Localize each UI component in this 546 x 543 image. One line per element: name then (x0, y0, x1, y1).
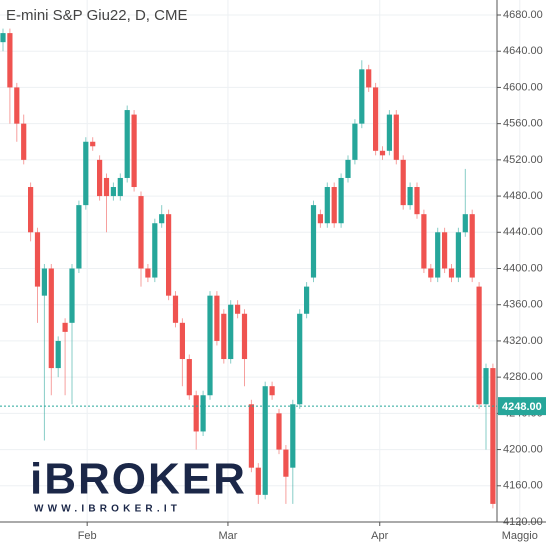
candle-body (117, 177, 123, 197)
candle-body (97, 159, 103, 197)
candle-body (34, 232, 41, 287)
candle-body (338, 177, 344, 224)
candle-body (172, 295, 179, 323)
last-price-box (498, 397, 546, 416)
y-tick-label: 4600.00 (503, 81, 543, 93)
candle-body (179, 322, 185, 360)
candle-body (373, 87, 379, 151)
candle-body (435, 232, 441, 278)
candle-body (124, 110, 130, 178)
candle-body (166, 214, 172, 296)
candle-body (62, 322, 68, 332)
candle-body (14, 87, 20, 124)
y-tick-label: 4360.00 (503, 299, 543, 311)
y-tick-label: 4520.00 (503, 154, 543, 166)
candle-body (138, 196, 144, 269)
candle-body (103, 177, 110, 197)
candle-body (345, 159, 351, 178)
chart-title: E-mini S&P Giu22, D, CME (6, 7, 187, 24)
candle-body (110, 187, 116, 197)
candle-body (241, 313, 248, 360)
candle-body (221, 313, 227, 360)
candle-body (297, 313, 303, 405)
candle-body (248, 404, 254, 468)
candle-body (448, 268, 455, 278)
candle-body (310, 205, 317, 278)
candle-body (290, 404, 296, 468)
candle-body (255, 467, 261, 495)
y-tick-label: 4280.00 (503, 371, 543, 383)
candle-body (324, 187, 330, 224)
candle-body (386, 114, 392, 151)
candle-body (428, 268, 434, 278)
candle-body (214, 295, 220, 341)
y-tick-label: 4160.00 (503, 480, 543, 492)
candle-body (207, 295, 213, 396)
x-tick-label: Apr (371, 530, 388, 542)
candle-body (276, 413, 282, 450)
y-tick-label: 4320.00 (503, 335, 543, 347)
candle-body (7, 33, 13, 88)
candle-body (186, 359, 192, 396)
candle-body (90, 141, 96, 147)
logo-name: iBROKER (30, 455, 247, 504)
candle-body (359, 69, 365, 124)
candle-body (131, 114, 137, 188)
candle-body (442, 232, 448, 269)
y-tick-label: 4480.00 (503, 190, 543, 202)
y-tick-label: 4400.00 (503, 262, 543, 274)
candle-body (393, 114, 399, 160)
candle-body (41, 268, 47, 296)
candle-body (55, 340, 61, 369)
y-tick-label: 4200.00 (503, 443, 543, 455)
candle-body (400, 159, 406, 206)
candle-body (145, 268, 151, 278)
candle-body (48, 268, 54, 369)
candle-body (21, 123, 27, 160)
candle-body (366, 69, 372, 88)
candle-body (159, 214, 165, 224)
y-tick-label: 4120.00 (503, 516, 543, 528)
candle-body (414, 187, 420, 215)
candle-body (28, 187, 34, 233)
candle-body (352, 123, 358, 160)
candle-body (76, 205, 82, 269)
x-tick-label: Maggio (502, 530, 538, 542)
y-tick-label: 4680.00 (503, 9, 543, 21)
candle-body (304, 286, 310, 314)
candle-body (407, 187, 413, 206)
candle-body (69, 268, 75, 323)
candle-body (83, 141, 89, 206)
candle-body (262, 386, 268, 495)
candle-body (483, 368, 489, 405)
candle-body (235, 304, 241, 314)
candle-body (469, 214, 475, 278)
candle-body (228, 304, 234, 360)
candle-body (269, 386, 275, 396)
candle-body (476, 286, 482, 405)
candle-body (379, 150, 386, 156)
candle-body (317, 214, 323, 224)
last-price-label: 4248.00 (502, 401, 542, 413)
x-tick-label: Mar (218, 530, 237, 542)
candle-body (283, 449, 289, 477)
y-tick-label: 4560.00 (503, 118, 543, 130)
candle-body (193, 395, 199, 432)
candle-body (152, 223, 158, 278)
candle-body (455, 232, 461, 278)
y-tick-label: 4640.00 (503, 45, 543, 57)
candle-body (421, 214, 427, 269)
candle-body (200, 395, 206, 432)
candle-body (490, 368, 496, 504)
logo-url: WWW.IBROKER.IT (34, 504, 181, 515)
x-tick-label: Feb (78, 530, 97, 542)
candle-body (331, 187, 337, 224)
candle-body (0, 33, 6, 43)
candle-body (462, 214, 468, 233)
y-tick-label: 4440.00 (503, 226, 543, 238)
